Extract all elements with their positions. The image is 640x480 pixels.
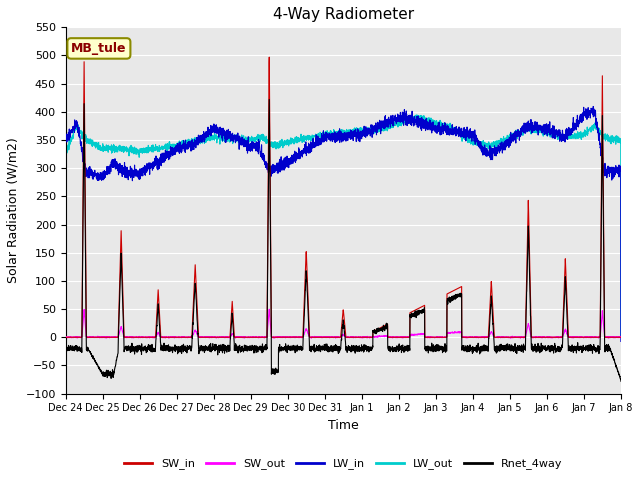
Title: 4-Way Radiometer: 4-Way Radiometer: [273, 7, 414, 22]
X-axis label: Time: Time: [328, 419, 358, 432]
Legend: SW_in, SW_out, LW_in, LW_out, Rnet_4way: SW_in, SW_out, LW_in, LW_out, Rnet_4way: [120, 454, 566, 474]
Y-axis label: Solar Radiation (W/m2): Solar Radiation (W/m2): [7, 138, 20, 283]
Text: MB_tule: MB_tule: [71, 42, 127, 55]
